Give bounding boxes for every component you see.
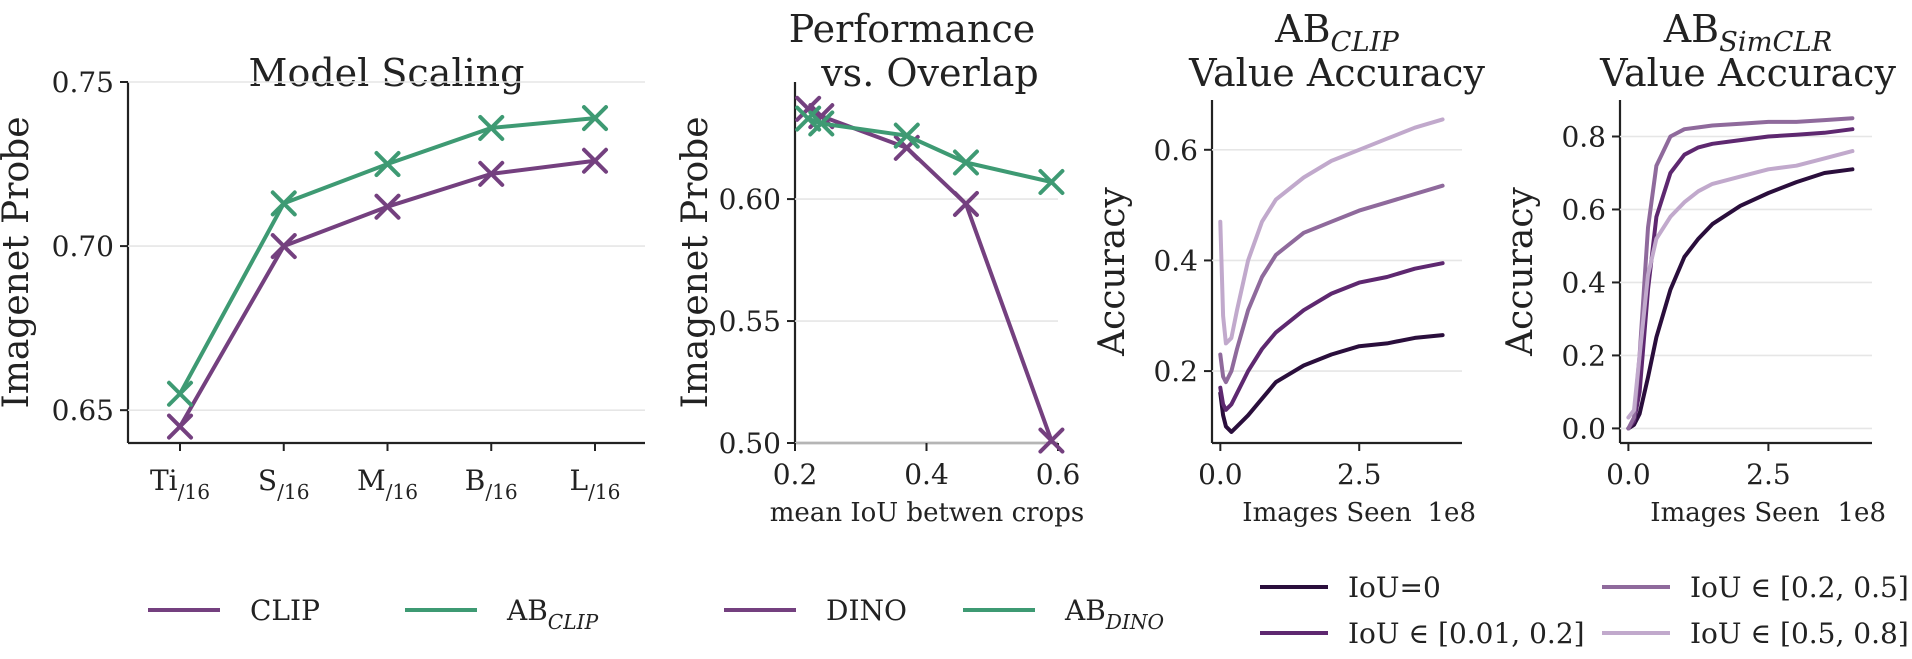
x-axis-label-2: mean IoU betwen crops <box>770 498 1084 528</box>
data-point-2-0-4 <box>1038 427 1065 454</box>
series-line-4-2 <box>1626 116 1855 431</box>
xtick-label-4-0: 0.0 <box>1606 458 1651 491</box>
data-point-1-1-3 <box>478 114 505 141</box>
ytick-label-4-3: 0.6 <box>1561 193 1606 226</box>
data-point-2-0-3-b <box>952 190 979 217</box>
series-line-4-0 <box>1626 167 1855 431</box>
data-point-1-0-3-b <box>478 160 505 187</box>
legend-label-0: CLIP <box>250 594 320 627</box>
data-point-1-0-0-b <box>167 413 193 440</box>
ytick-label-4-1: 0.2 <box>1561 339 1606 372</box>
data-point-1-0-0 <box>167 413 193 440</box>
y-axis-label-2: Imagenet Probe <box>675 116 716 408</box>
data-point-1-0-1 <box>270 233 297 260</box>
legend-label-1: ABCLIP <box>506 594 599 634</box>
xtick-label-1-2: M/16 <box>357 464 418 504</box>
ytick-label-3-2: 0.6 <box>1153 134 1198 167</box>
xtick-label-1-0: Ti/16 <box>150 464 210 504</box>
data-point-2-1-4-b <box>1038 169 1065 196</box>
ytick-label-3-0: 0.2 <box>1153 355 1198 388</box>
ytick-label-2-0: 0.50 <box>719 427 781 460</box>
legend-label-r1: IoU ∈ [0.01, 0.2] <box>1348 617 1585 650</box>
series-line-3-2 <box>1218 183 1445 385</box>
ytick-label-4-2: 0.4 <box>1561 266 1606 299</box>
data-point-1-1-2 <box>374 151 401 178</box>
chart-title-1: Model Scaling <box>249 51 525 95</box>
data-point-1-1-0 <box>167 380 193 407</box>
xtick-label-4-1: 2.5 <box>1746 458 1791 491</box>
series-line-4-3 <box>1626 149 1855 420</box>
data-point-2-1-0-b <box>795 105 822 132</box>
y-axis-label-4: Accuracy <box>1500 187 1541 357</box>
data-point-2-1-2-b <box>893 122 920 149</box>
data-point-1-1-3-b <box>478 114 505 141</box>
xtick-label-1-3: B/16 <box>465 464 518 504</box>
data-point-1-1-1-b <box>270 190 297 217</box>
data-point-2-1-2 <box>893 122 920 149</box>
x-multiplier-3: 1e8 <box>1428 498 1476 528</box>
data-point-2-0-0-b <box>795 95 822 122</box>
series-line-3-1 <box>1218 261 1445 412</box>
data-point-1-1-2-b <box>374 151 401 178</box>
series-line-2-1 <box>807 116 1052 184</box>
xtick-label-2-2: 0.6 <box>1036 458 1081 491</box>
data-point-2-1-3-b <box>952 149 979 176</box>
series-line-4-1 <box>1626 127 1855 431</box>
ytick-label-2-2: 0.60 <box>719 183 781 216</box>
ytick-label-4-4: 0.8 <box>1561 120 1606 153</box>
data-point-2-1-0 <box>795 105 822 132</box>
data-point-1-1-0-b <box>167 380 193 407</box>
series-line-1-0 <box>178 158 596 428</box>
data-point-1-0-4 <box>582 147 608 174</box>
data-point-2-0-3 <box>952 190 979 217</box>
chart-title-4-line2: Value Accuracy <box>1599 51 1896 95</box>
data-point-2-1-1 <box>808 110 835 137</box>
legend-label-r3: IoU ∈ [0.5, 0.8] <box>1690 617 1909 650</box>
chart-title-4-line1: ABSimCLR <box>1663 7 1833 58</box>
series-line-3-0 <box>1218 333 1445 434</box>
y-axis-label-1: Imagenet Probe <box>0 116 37 408</box>
ytick-label-3-1: 0.4 <box>1153 244 1198 277</box>
series-line-2-0 <box>807 107 1054 442</box>
data-point-1-0-4-b <box>582 147 608 174</box>
ytick-label-1-2: 0.75 <box>52 66 114 99</box>
data-point-1-1-1 <box>270 190 297 217</box>
xtick-label-1-1: S/16 <box>258 464 310 504</box>
chart-title-3-line2: Value Accuracy <box>1188 51 1485 95</box>
legend-label-r2: IoU ∈ [0.2, 0.5] <box>1690 571 1909 604</box>
ytick-label-2-1: 0.55 <box>719 305 781 338</box>
data-point-2-1-4 <box>1038 169 1065 196</box>
ytick-label-4-0: 0.0 <box>1561 412 1606 445</box>
data-point-1-1-4 <box>582 105 608 132</box>
y-axis-label-3: Accuracy <box>1092 187 1133 357</box>
legend-label-2: DINO <box>826 594 907 627</box>
ytick-label-1-0: 0.65 <box>52 394 114 427</box>
data-point-1-0-1-b <box>270 233 297 260</box>
series-line-3-3 <box>1218 117 1445 346</box>
series-line-1-1 <box>178 116 596 395</box>
xtick-label-3-0: 0.0 <box>1198 458 1243 491</box>
xtick-label-2-1: 0.4 <box>904 458 949 491</box>
x-axis-label-4: Images Seen <box>1650 498 1820 528</box>
xtick-label-2-0: 0.2 <box>773 458 818 491</box>
data-point-2-0-4-b <box>1038 427 1065 454</box>
ytick-label-1-1: 0.70 <box>52 230 114 263</box>
xtick-label-3-1: 2.5 <box>1337 458 1382 491</box>
data-point-1-0-2 <box>374 193 401 220</box>
chart-title-2-line2: vs. Overlap <box>820 51 1039 95</box>
data-point-1-0-2-b <box>374 193 401 220</box>
data-point-2-1-1-b <box>808 110 835 137</box>
data-point-1-0-3 <box>478 160 505 187</box>
data-point-1-1-4-b <box>582 105 608 132</box>
x-multiplier-4: 1e8 <box>1838 498 1886 528</box>
chart-title-3-line1: ABCLIP <box>1274 7 1399 58</box>
data-point-2-1-3 <box>952 149 979 176</box>
legend-label-r0: IoU=0 <box>1348 571 1441 604</box>
chart-title-2-line1: Performance <box>789 7 1036 51</box>
xtick-label-1-4: L/16 <box>569 464 620 504</box>
legend-label-3: ABDINO <box>1064 594 1165 634</box>
x-axis-label-3: Images Seen <box>1242 498 1412 528</box>
